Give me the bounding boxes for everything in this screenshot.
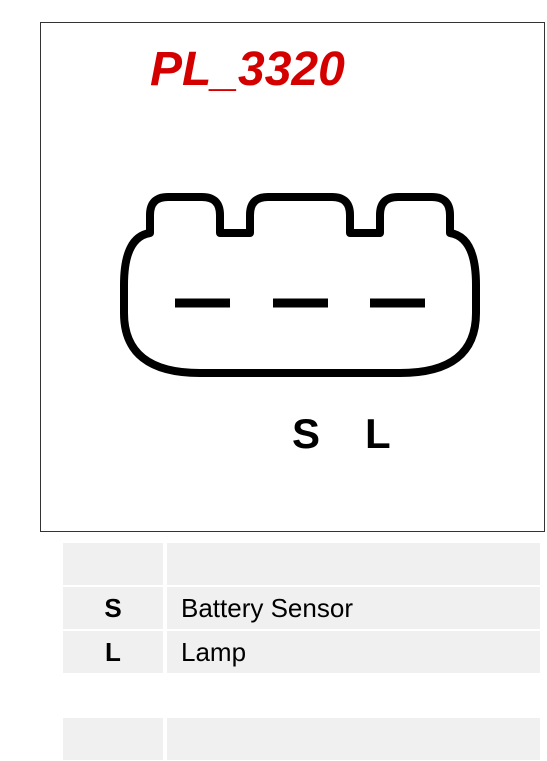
part-number-title: PL_3320 [150, 42, 345, 97]
table-desc: Battery Sensor [181, 593, 353, 624]
table-desc: Lamp [181, 637, 246, 668]
table-row [63, 718, 540, 760]
table-row [63, 543, 540, 585]
table-row: L Lamp [63, 631, 540, 673]
table-desc-cell [167, 543, 540, 585]
table-code: L [105, 637, 121, 668]
table-code-cell: L [63, 631, 163, 673]
table-desc-cell: Battery Sensor [167, 587, 540, 629]
pin-label-s: S [292, 410, 320, 458]
table-code-cell [63, 718, 163, 760]
table-code-cell [63, 543, 163, 585]
connector-diagram [120, 175, 480, 395]
table-desc-cell [167, 718, 540, 760]
table-code: S [104, 593, 121, 624]
table-desc-cell: Lamp [167, 631, 540, 673]
connector-body [124, 197, 476, 373]
table-code-cell: S [63, 587, 163, 629]
pin-label-l: L [365, 410, 391, 458]
table-row: S Battery Sensor [63, 587, 540, 629]
